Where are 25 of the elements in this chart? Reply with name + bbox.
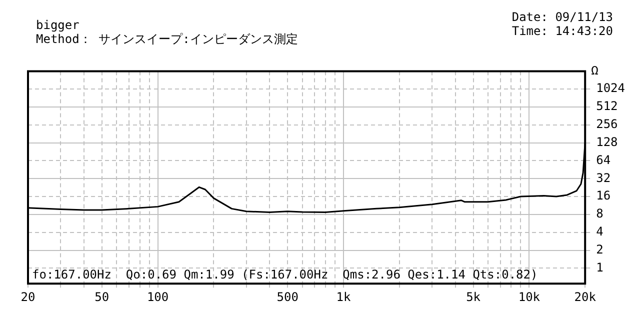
y-tick-label: 1024 [596, 81, 626, 96]
x-tick-label: 1k [336, 290, 352, 304]
y-tick-label: 128 [596, 134, 618, 149]
text: Time: 14:43:20 [512, 24, 613, 38]
y-tick-label: 256 [596, 117, 618, 132]
chart-subtitle: bigger [36, 18, 80, 32]
x-tick-label: 20 [20, 290, 36, 304]
y-tick-label: 8 [596, 206, 604, 221]
x-tick-label: 20k [574, 290, 597, 304]
x-tick-label: 500 [276, 290, 298, 304]
y-tick-label: 512 [596, 99, 618, 114]
y-tick-label: 64 [596, 152, 611, 167]
x-tick-label: 10k [518, 290, 541, 304]
x-tick-label: 100 [146, 290, 169, 304]
y-axis-title: Ω [591, 63, 598, 78]
x-tick-label: 50 [94, 290, 110, 304]
y-tick-label: 4 [596, 224, 604, 238]
annotation: fo:167.00Hz Qo:0.69 Qm:1.99 (Fs:167.00Hz Qms:2.96 Qes:1.14 Qts:0.82) [32, 268, 538, 282]
text: Method： サインスイープ:インピーダンス測定 [36, 32, 298, 46]
y-tick-label: 32 [596, 170, 611, 185]
y-tick-label: 1 [596, 260, 604, 274]
y-tick-label: 2 [596, 242, 604, 256]
y-tick-label: 16 [596, 188, 611, 203]
x-tick-label: 5k [466, 290, 482, 304]
text: Date: 09/11/13 [512, 10, 613, 24]
